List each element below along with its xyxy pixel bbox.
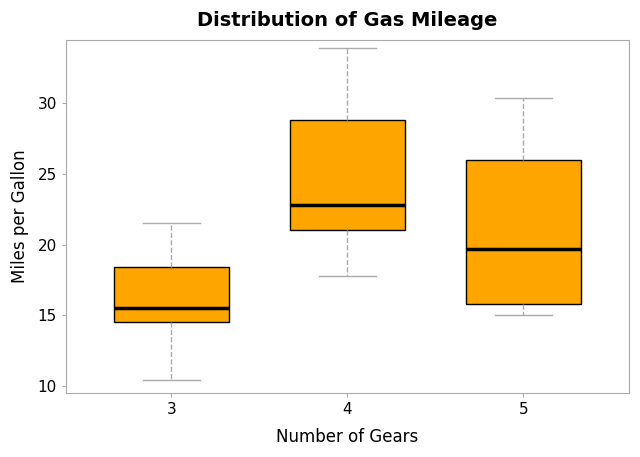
PathPatch shape bbox=[290, 120, 404, 230]
PathPatch shape bbox=[466, 160, 580, 304]
X-axis label: Number of Gears: Number of Gears bbox=[276, 428, 419, 446]
Y-axis label: Miles per Gallon: Miles per Gallon bbox=[11, 149, 29, 283]
Title: Distribution of Gas Mileage: Distribution of Gas Mileage bbox=[197, 11, 497, 30]
PathPatch shape bbox=[114, 267, 228, 322]
